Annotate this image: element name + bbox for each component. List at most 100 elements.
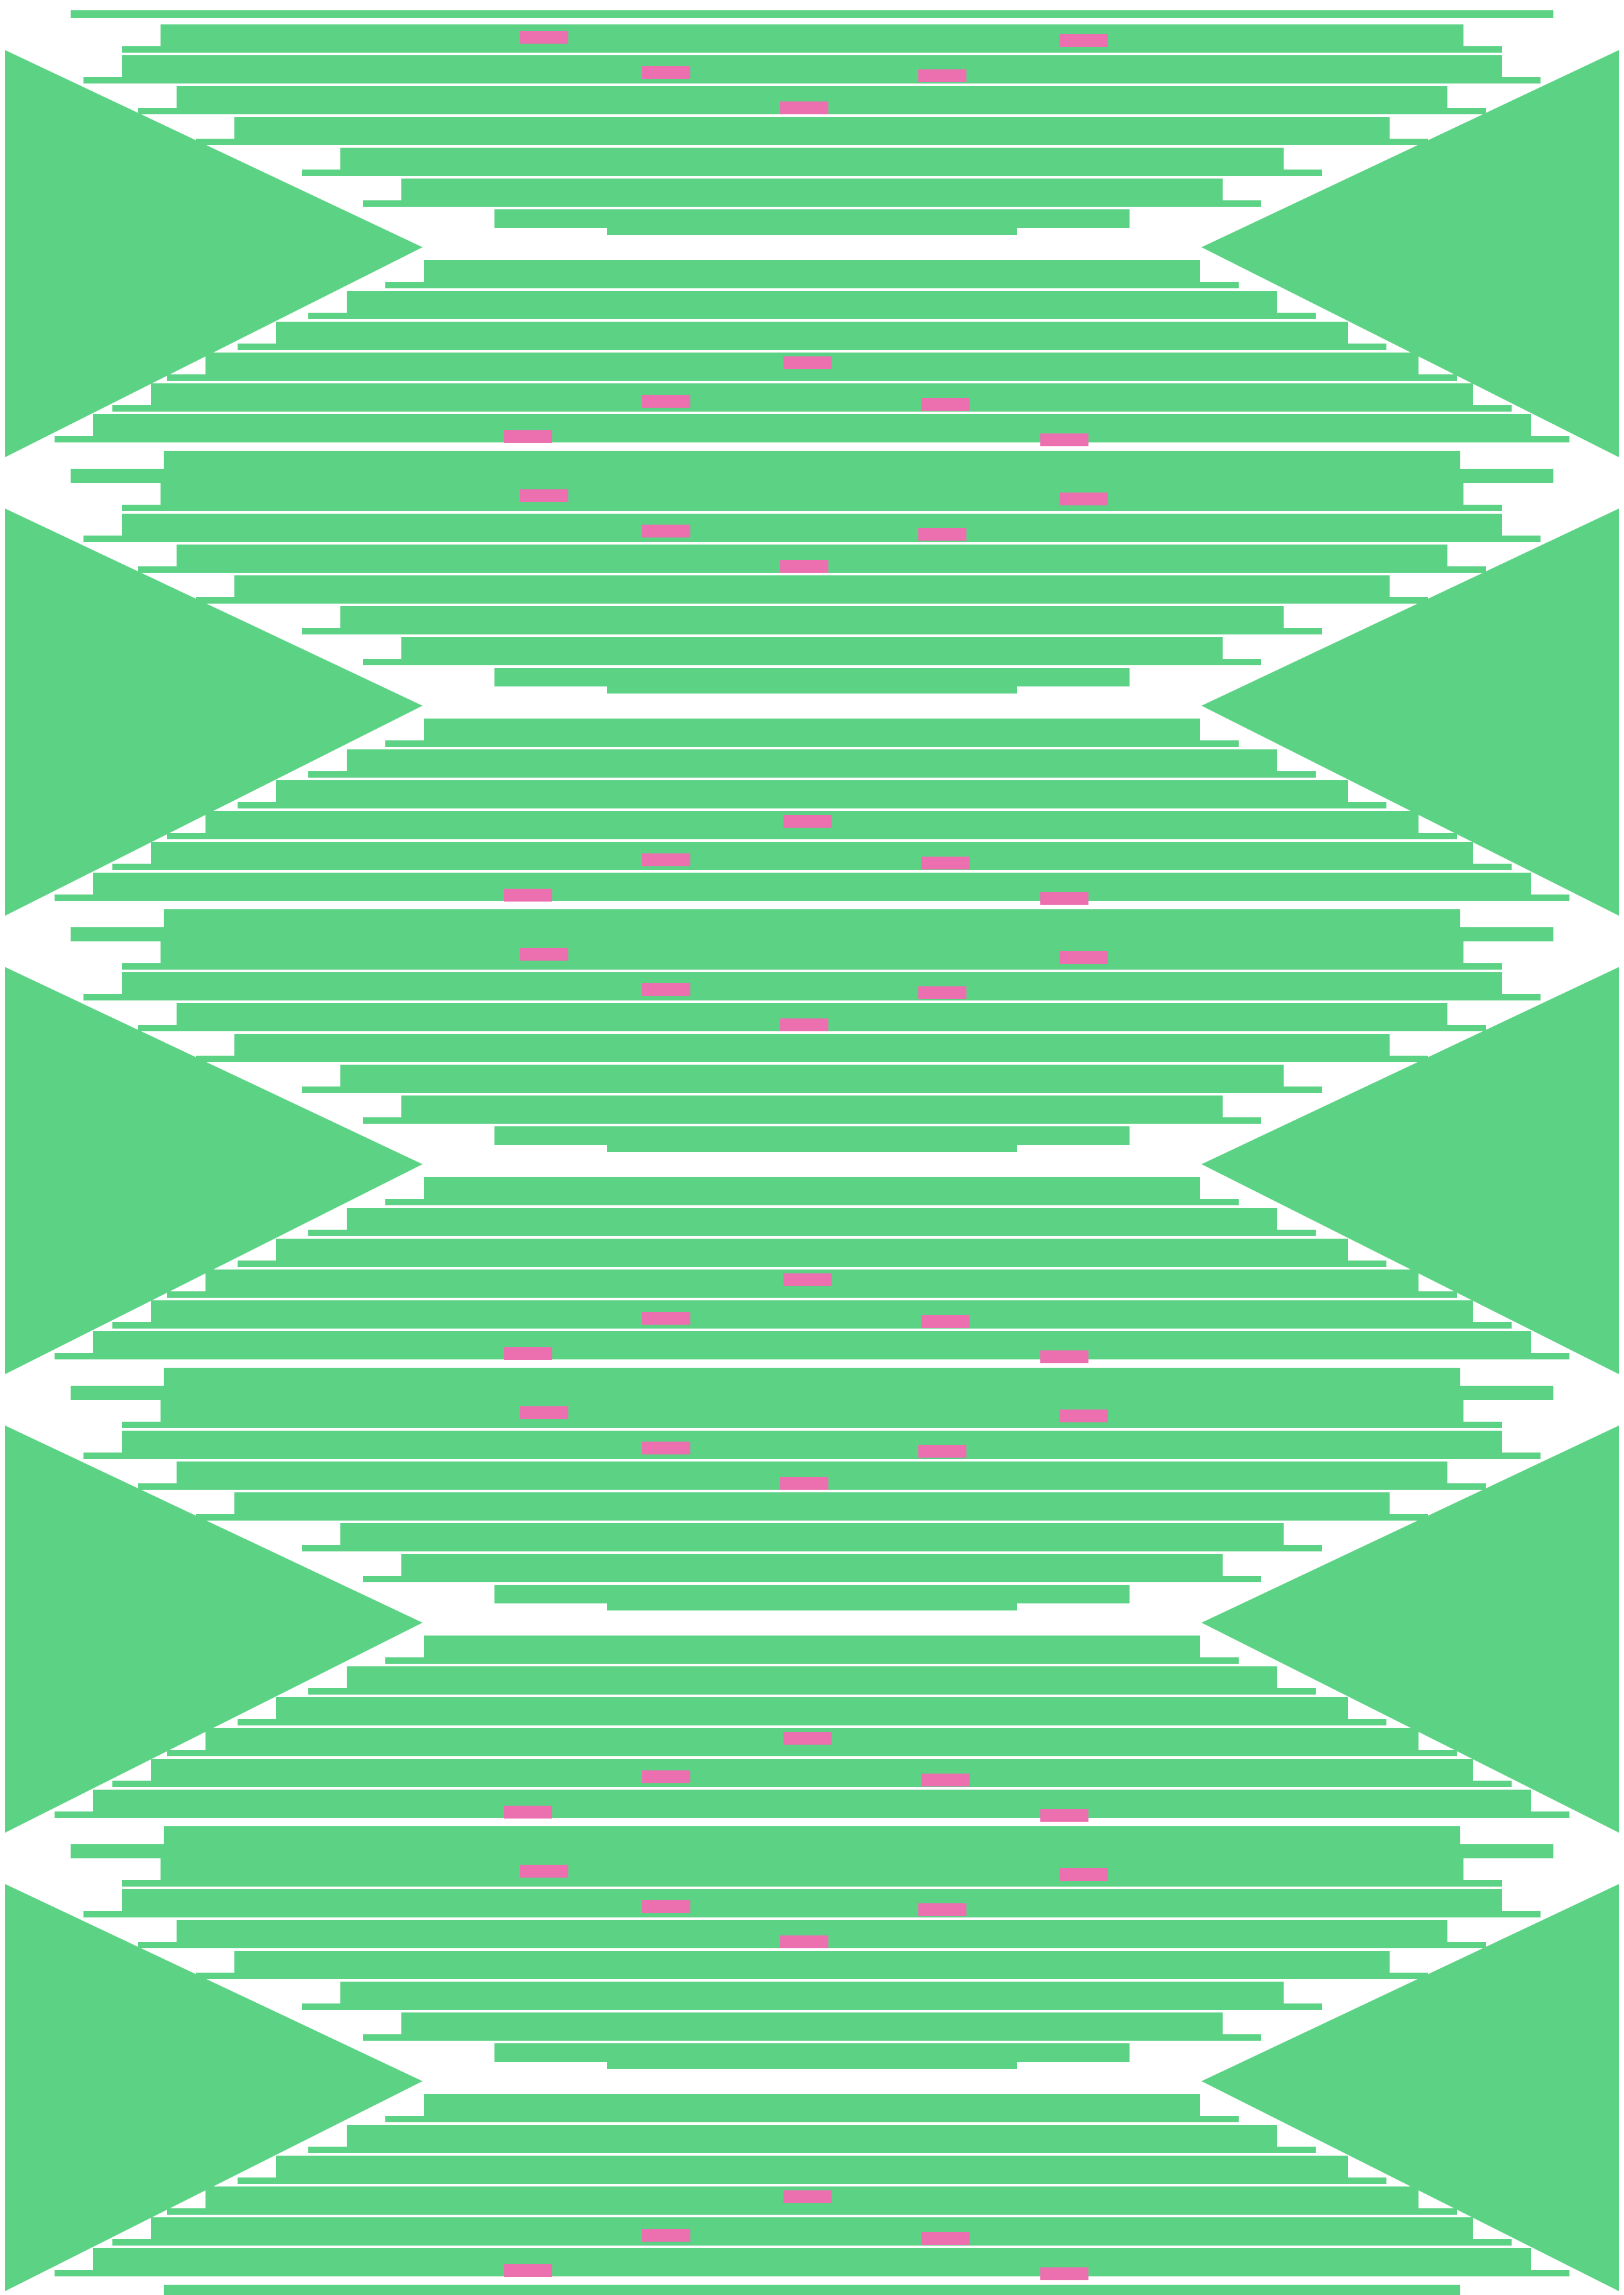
step-row (93, 1790, 1531, 1818)
step-tab (122, 963, 161, 970)
step-tab (1284, 2003, 1322, 2010)
pink-marker (1040, 892, 1088, 905)
separator-line (71, 1851, 1553, 1858)
pink-marker (642, 1312, 690, 1325)
step-tab (83, 1911, 122, 1917)
step-row (401, 179, 1223, 207)
step-tab (1390, 139, 1428, 145)
left-triangle (5, 1884, 423, 2291)
step-tab (1223, 1117, 1261, 1124)
step-row (122, 55, 1502, 83)
left-triangle (5, 1426, 423, 1833)
center-slot (1017, 1603, 1200, 1629)
step-row (234, 1034, 1390, 1062)
pink-marker (642, 2229, 690, 2242)
step-row (424, 719, 1200, 747)
step-tab (302, 170, 340, 176)
step-row (276, 780, 1348, 808)
step-row (151, 1759, 1473, 1787)
step-tab (122, 46, 161, 53)
step-row (276, 322, 1348, 350)
step-row (234, 1951, 1390, 1979)
center-slot (1017, 1145, 1200, 1171)
step-row (424, 1636, 1200, 1664)
center-slot (424, 2062, 607, 2088)
left-triangle (5, 50, 423, 457)
center-slot (424, 1145, 607, 1171)
step-tab (167, 1750, 205, 1756)
pink-marker (780, 560, 828, 573)
step-tab (1419, 833, 1457, 839)
step-tab (138, 1942, 177, 1948)
step-row (276, 1697, 1348, 1725)
step-tab (1284, 628, 1322, 634)
step-tab (1463, 1422, 1502, 1428)
right-triangle (1201, 1884, 1619, 2291)
pink-marker (642, 1770, 690, 1783)
step-tab (1473, 405, 1512, 412)
step-tab (1277, 2147, 1316, 2153)
pink-marker (918, 1445, 966, 1458)
pink-marker (642, 66, 690, 79)
step-row (424, 2094, 1200, 2122)
step-row (347, 749, 1277, 778)
center-slot (1017, 686, 1200, 712)
step-tab (196, 1056, 234, 1062)
step-row (234, 117, 1390, 145)
step-tab (55, 1353, 93, 1359)
step-row (401, 2012, 1223, 2041)
step-row (234, 575, 1390, 604)
step-tab (1447, 1483, 1486, 1490)
step-row (401, 1554, 1223, 1582)
step-tab (385, 2116, 424, 2122)
pink-marker (1040, 1809, 1088, 1822)
right-triangle (1201, 1426, 1619, 1833)
step-tab (167, 2208, 205, 2215)
step-tab (1200, 282, 1239, 288)
step-row (161, 1858, 1463, 1887)
step-tab (1277, 1688, 1316, 1695)
step-tab (1531, 436, 1569, 442)
pink-marker (1060, 493, 1108, 505)
step-tab (1531, 2270, 1569, 2276)
step-row (401, 1095, 1223, 1124)
step-tab (238, 802, 276, 808)
pink-marker (642, 1442, 690, 1454)
step-row (340, 148, 1284, 176)
pink-marker (783, 2190, 832, 2203)
step-tab (385, 1657, 424, 1664)
pink-marker (642, 853, 690, 866)
pattern-bands (5, 10, 1619, 2295)
step-row (347, 1666, 1277, 1695)
step-tab (167, 374, 205, 381)
step-tab (1419, 1750, 1457, 1756)
step-tab (138, 566, 177, 573)
step-tab (55, 436, 93, 442)
step-row (151, 1300, 1473, 1329)
step-tab (1419, 1291, 1457, 1298)
step-row (151, 842, 1473, 870)
pink-marker (504, 430, 552, 443)
step-tab (1223, 1576, 1261, 1582)
step-tab (1200, 1199, 1239, 1205)
pink-marker (1040, 1350, 1088, 1363)
step-row (161, 24, 1463, 53)
step-tab (112, 405, 151, 412)
step-tab (196, 597, 234, 604)
step-tab (363, 1576, 401, 1582)
center-slot (424, 1603, 607, 1629)
step-tab (196, 1973, 234, 1979)
step-tab (1284, 170, 1322, 176)
pink-marker (921, 1315, 970, 1328)
step-tab (238, 344, 276, 350)
step-tab (302, 2003, 340, 2010)
band (5, 1844, 1619, 2295)
step-row (424, 1177, 1200, 1205)
step-tab (1348, 802, 1386, 808)
step-row (122, 972, 1502, 1000)
step-tab (55, 2270, 93, 2276)
step-tab (385, 282, 424, 288)
step-tab (1348, 2177, 1386, 2184)
step-tab (1348, 1719, 1386, 1725)
pink-marker (642, 395, 690, 408)
